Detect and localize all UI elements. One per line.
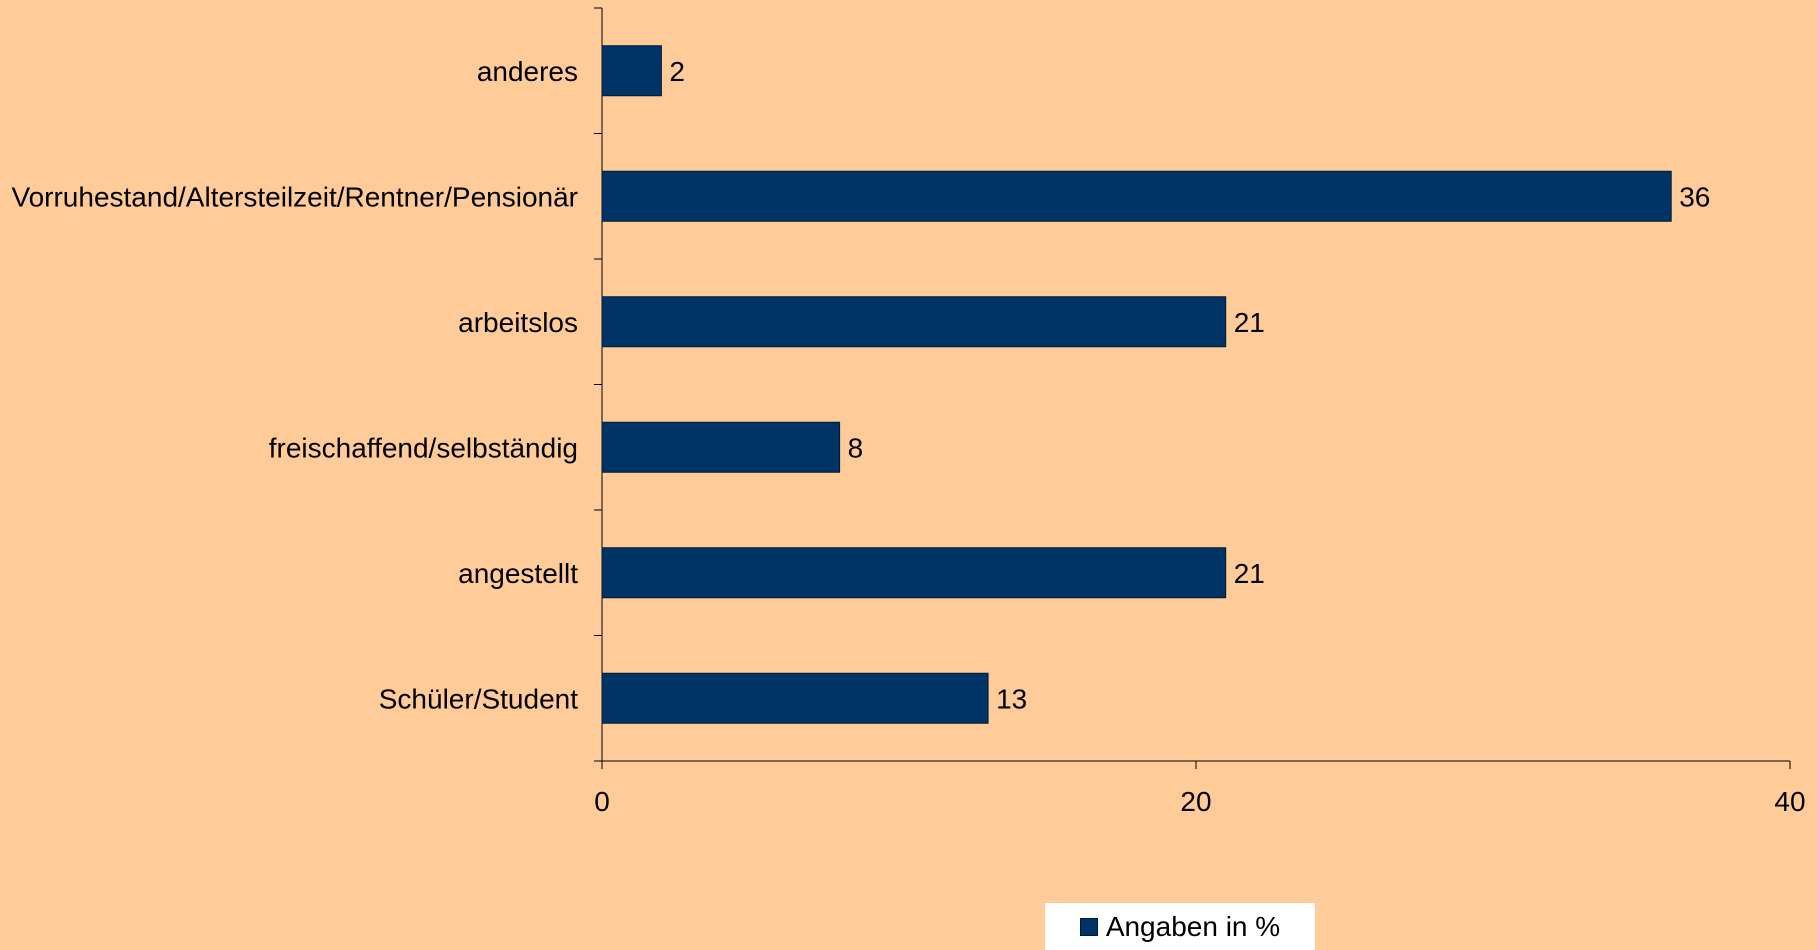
value-label: 21: [1234, 558, 1265, 589]
category-label: angestellt: [458, 558, 578, 589]
category-label: Vorruhestand/Altersteilzeit/Rentner/Pens…: [11, 181, 578, 212]
bar: [601, 672, 989, 724]
x-tick-label: 0: [594, 786, 610, 817]
value-label: 13: [996, 683, 1027, 714]
category-label: freischaffend/selbständig: [269, 432, 578, 463]
legend: Angaben in %: [1045, 903, 1315, 950]
x-tick-label: 20: [1180, 786, 1211, 817]
bar: [601, 170, 1672, 222]
bar: [601, 547, 1227, 599]
value-label: 21: [1234, 307, 1265, 338]
legend-swatch: [1079, 917, 1098, 936]
x-tick-label: 40: [1774, 786, 1805, 817]
category-label: Schüler/Student: [379, 683, 578, 714]
bar: [601, 296, 1227, 348]
bar: [601, 421, 841, 473]
value-label: 2: [669, 56, 685, 87]
category-label: arbeitslos: [458, 307, 578, 338]
category-label: anderes: [477, 56, 578, 87]
legend-label: Angaben in %: [1105, 910, 1281, 942]
bar: [601, 45, 662, 97]
value-label: 8: [848, 432, 864, 463]
value-label: 36: [1679, 181, 1710, 212]
